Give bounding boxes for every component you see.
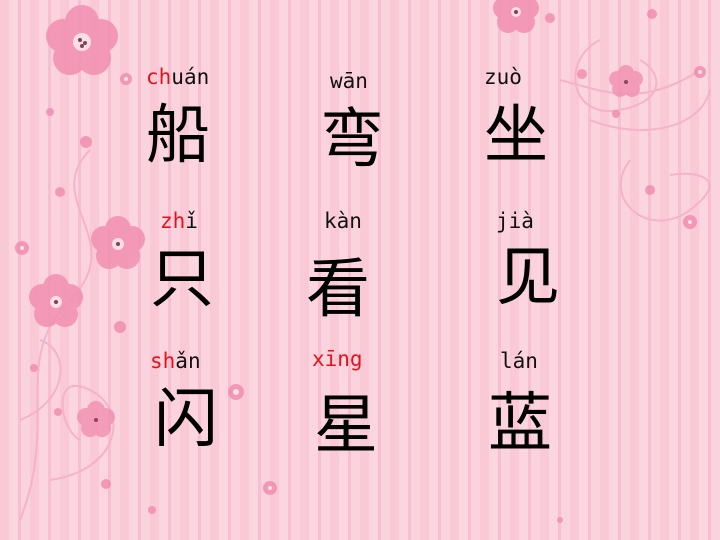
pinyin-label: shǎn <box>150 349 201 373</box>
pinyin-label: wān <box>330 69 368 93</box>
char-card-jian: jià 见 <box>496 208 606 338</box>
hanzi: 只 <box>150 243 214 317</box>
pinyin-label: kàn <box>324 209 362 233</box>
pinyin-label: zuò <box>484 65 522 89</box>
hanzi: 星 <box>314 389 378 463</box>
char-card-shan: shǎn 闪 <box>150 348 260 478</box>
hanzi: 蓝 <box>488 387 552 461</box>
hanzi: 弯 <box>320 103 384 177</box>
hanzi: 见 <box>496 241 560 315</box>
char-card-zhi: zhǐ 只 <box>150 208 270 338</box>
hanzi: 看 <box>306 253 370 327</box>
char-card-xing: xīng 星 <box>312 346 422 476</box>
hanzi: 坐 <box>484 99 548 173</box>
pinyin-label: lán <box>500 349 538 373</box>
hanzi: 闪 <box>154 383 218 457</box>
char-card-zuo: zuò 坐 <box>484 64 594 194</box>
char-card-lan: lán 蓝 <box>488 348 598 478</box>
hanzi: 船 <box>146 99 210 173</box>
pinyin-label: xīng <box>312 347 363 371</box>
char-card-kan: kàn 看 <box>306 208 434 338</box>
pinyin-label: chuán <box>146 65 210 89</box>
pinyin-label: jià <box>496 209 534 233</box>
pinyin-label: zhǐ <box>160 209 198 233</box>
char-card-wan: wān 弯 <box>320 68 430 198</box>
char-card-chuan: chuán 船 <box>146 64 256 194</box>
